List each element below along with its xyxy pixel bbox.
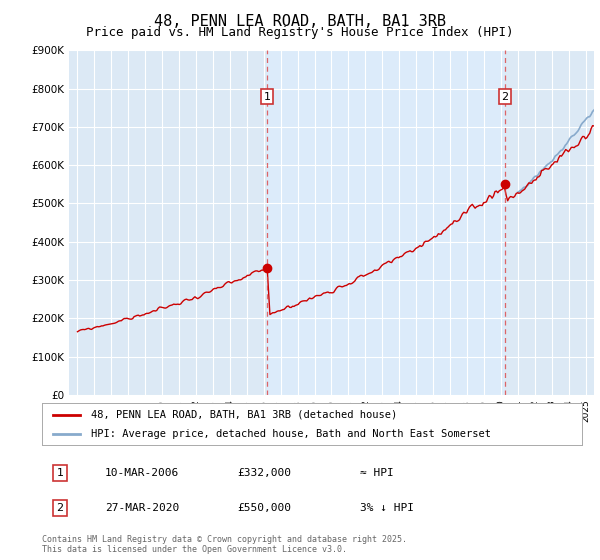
Text: £332,000: £332,000	[237, 468, 291, 478]
Text: 2: 2	[502, 92, 508, 102]
Text: Price paid vs. HM Land Registry's House Price Index (HPI): Price paid vs. HM Land Registry's House …	[86, 26, 514, 39]
Text: 1: 1	[56, 468, 64, 478]
Text: HPI: Average price, detached house, Bath and North East Somerset: HPI: Average price, detached house, Bath…	[91, 429, 491, 439]
Text: 3% ↓ HPI: 3% ↓ HPI	[360, 503, 414, 513]
Bar	[267, 50, 505, 395]
Text: 2: 2	[56, 503, 64, 513]
Text: 10-MAR-2006: 10-MAR-2006	[105, 468, 179, 478]
Text: 27-MAR-2020: 27-MAR-2020	[105, 503, 179, 513]
Text: Contains HM Land Registry data © Crown copyright and database right 2025.
This d: Contains HM Land Registry data © Crown c…	[42, 535, 407, 554]
Text: 48, PENN LEA ROAD, BATH, BA1 3RB (detached house): 48, PENN LEA ROAD, BATH, BA1 3RB (detach…	[91, 409, 397, 419]
Text: ≈ HPI: ≈ HPI	[360, 468, 394, 478]
Text: £550,000: £550,000	[237, 503, 291, 513]
Text: 48, PENN LEA ROAD, BATH, BA1 3RB: 48, PENN LEA ROAD, BATH, BA1 3RB	[154, 14, 446, 29]
Text: 1: 1	[263, 92, 271, 102]
